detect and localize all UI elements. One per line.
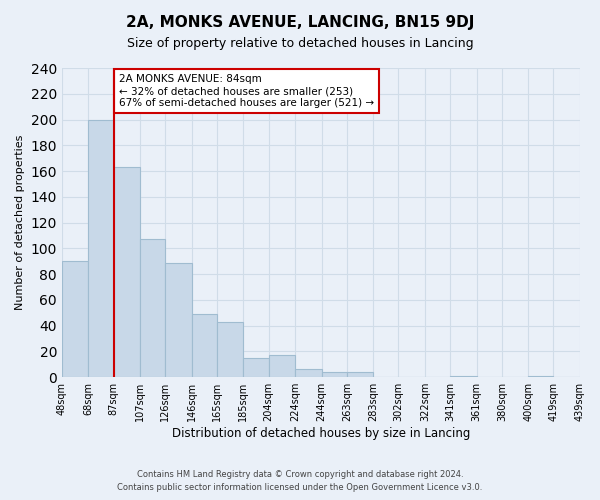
Text: Size of property relative to detached houses in Lancing: Size of property relative to detached ho…	[127, 38, 473, 51]
Bar	[140, 240, 165, 377]
Bar	[113, 167, 140, 377]
Bar	[269, 356, 295, 377]
Bar	[192, 314, 217, 377]
Bar	[244, 358, 269, 377]
Bar	[295, 370, 322, 377]
Text: 2A MONKS AVENUE: 84sqm
← 32% of detached houses are smaller (253)
67% of semi-de: 2A MONKS AVENUE: 84sqm ← 32% of detached…	[119, 74, 374, 108]
Bar	[347, 372, 373, 377]
Text: Contains HM Land Registry data © Crown copyright and database right 2024.
Contai: Contains HM Land Registry data © Crown c…	[118, 470, 482, 492]
Bar	[529, 376, 553, 377]
Bar	[450, 376, 476, 377]
Y-axis label: Number of detached properties: Number of detached properties	[15, 135, 25, 310]
Bar	[322, 372, 347, 377]
Bar	[88, 120, 113, 377]
Text: 2A, MONKS AVENUE, LANCING, BN15 9DJ: 2A, MONKS AVENUE, LANCING, BN15 9DJ	[126, 15, 474, 30]
X-axis label: Distribution of detached houses by size in Lancing: Distribution of detached houses by size …	[172, 427, 470, 440]
Bar	[165, 262, 192, 377]
Bar	[217, 322, 244, 377]
Bar	[62, 262, 88, 377]
